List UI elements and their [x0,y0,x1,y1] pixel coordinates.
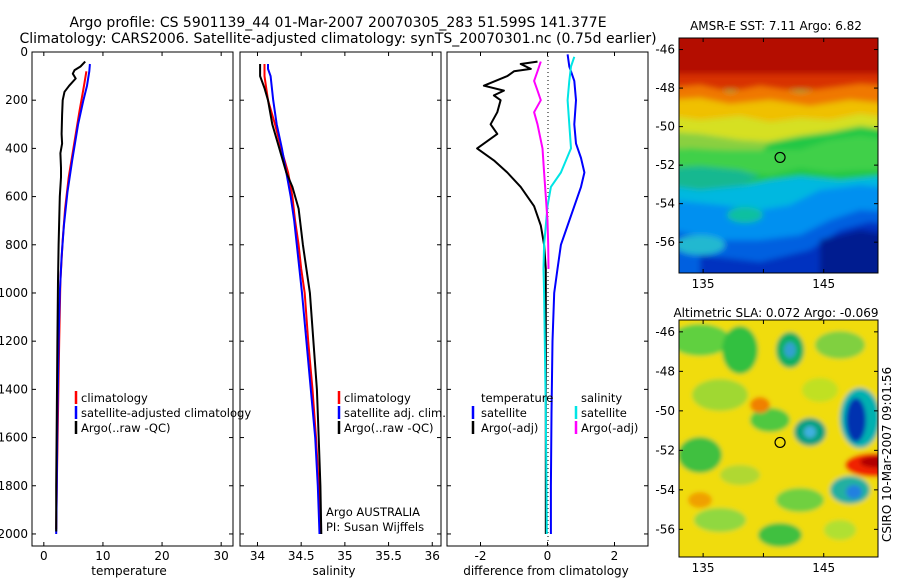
map-x-tick-label: 135 [692,561,715,575]
argo-location-marker [774,151,786,164]
series-line [259,64,323,535]
salinity-axis-label: salinity [312,564,355,578]
temperature-axis-label: temperature [91,564,166,578]
legend-argo-label: Argo(..raw -QC) [81,421,171,435]
y-tick-label: 1600 [0,431,28,445]
legend-temp-satellite-label: satellite [481,406,527,420]
y-tick-label: 1800 [0,479,28,493]
series-line [549,54,586,534]
sla-heatmap [679,320,878,557]
y-tick-label: 600 [5,190,28,204]
x-tick-label: 2 [611,549,619,563]
map-x-tick-label: 145 [812,561,835,575]
map-y-tick-label: -46 [655,325,675,339]
series-line [476,60,547,534]
legend-sal-argo-label: Argo(-adj) [581,421,638,435]
map-y-tick-label: -56 [655,522,675,536]
difference-axis-label: difference from climatology [463,564,629,578]
x-tick-label: 34.5 [288,549,315,563]
salinity-series [259,64,323,535]
x-tick-label: 20 [154,549,169,563]
x-tick-label: 0 [544,549,552,563]
temperature-panel-frame [31,51,234,547]
map-y-tick-label: -50 [655,120,675,134]
sla-map-title: Altimetric SLA: 0.072 Argo: -0.069 [673,306,878,320]
x-tick-label: 30 [214,549,229,563]
temperature-series [55,60,91,535]
map-x-tick-label: 145 [812,277,835,291]
x-tick-label: 35 [337,549,352,563]
legend-climatology-label: climatology [81,391,148,405]
sst-map-title: AMSR-E SST: 7.11 Argo: 6.82 [690,19,862,33]
series-line [542,56,576,535]
sst-heatmap [679,38,878,273]
institution-annotation: Argo AUSTRALIA [326,505,420,519]
x-tick-label: -2 [475,549,487,563]
map-y-tick-label: -46 [655,43,675,57]
map-y-tick-label: -50 [655,404,675,418]
legend-argo-label: Argo(..raw -QC) [344,421,434,435]
map-y-tick-label: -52 [655,158,675,172]
series-line [263,64,322,535]
series-line [533,61,550,269]
salinity-panel-frame [239,51,442,547]
salinity-axis-ticks: 34 34.5 35 35.5 36 [250,52,440,563]
map-y-tick-label: -52 [655,443,675,457]
y-tick-label: 400 [5,141,28,155]
temperature-axis-ticks: 0 10 20 30 [40,52,229,563]
legend-temp-argo-label: Argo(-adj) [481,421,538,435]
header-title-line2: Climatology: CARS2006. Satellite-adjuste… [19,31,656,47]
y-tick-label: 2000 [0,527,28,541]
difference-legend: temperature satellite Argo(-adj) salinit… [471,391,638,435]
legend-salinity-header: salinity [581,391,622,405]
sst-map-frame [678,37,879,274]
map-y-tick-label: -54 [655,197,675,211]
legend-climatology-label: climatology [344,391,411,405]
map-y-tick-label: -54 [655,483,675,497]
legend-sal-satellite-label: satellite [581,406,627,420]
sla-axis-ticks: -46 -48 -50 -52 -54 -56 135 145 [655,320,878,575]
pi-annotation: PI: Susan Wijffels [326,520,424,534]
sla-map-frame [678,319,879,558]
x-tick-label: 0 [40,549,48,563]
depth-axis-ticks: 0 200 400 600 800 1000 1200 1400 1600 1800 2000 [0,45,648,541]
series-line [55,60,86,532]
argo-location-marker [774,436,786,449]
sst-axis-ticks: -46 -48 -50 -52 -54 -56 135 145 [655,38,878,291]
legend-satellite-label: satellite adj. clim. [344,406,446,420]
temperature-legend: climatology satellite-adjusted climatolo… [74,391,251,435]
map-x-tick-label: 135 [692,277,715,291]
map-y-tick-label: -48 [655,364,675,378]
legend-satellite-label: satellite-adjusted climatology [81,406,251,420]
y-tick-label: 200 [5,93,28,107]
legend-temperature-header: temperature [481,391,553,405]
x-tick-label: 10 [95,549,110,563]
map-y-tick-label: -56 [655,235,675,249]
series-line [267,64,321,535]
x-tick-label: 36 [425,549,440,563]
difference-panel-frame [446,51,649,547]
x-tick-label: 34 [250,549,265,563]
header-title-line1: Argo profile: CS 5901139_44 01-Mar-2007 … [69,15,606,31]
difference-axis-ticks: -2 0 2 [475,52,619,563]
difference-series [476,54,586,535]
salinity-legend: climatology satellite adj. clim. Argo(..… [337,391,446,435]
y-tick-label: 1200 [0,334,28,348]
y-tick-label: 0 [20,45,28,59]
series-line [55,71,88,530]
y-tick-label: 1400 [0,382,28,396]
y-tick-label: 1000 [0,286,28,300]
y-tick-label: 800 [5,238,28,252]
x-tick-label: 35.5 [375,549,402,563]
csiro-timestamp-label: CSIRO 10-Mar-2007 09:01:56 [880,367,894,542]
map-y-tick-label: -48 [655,81,675,95]
